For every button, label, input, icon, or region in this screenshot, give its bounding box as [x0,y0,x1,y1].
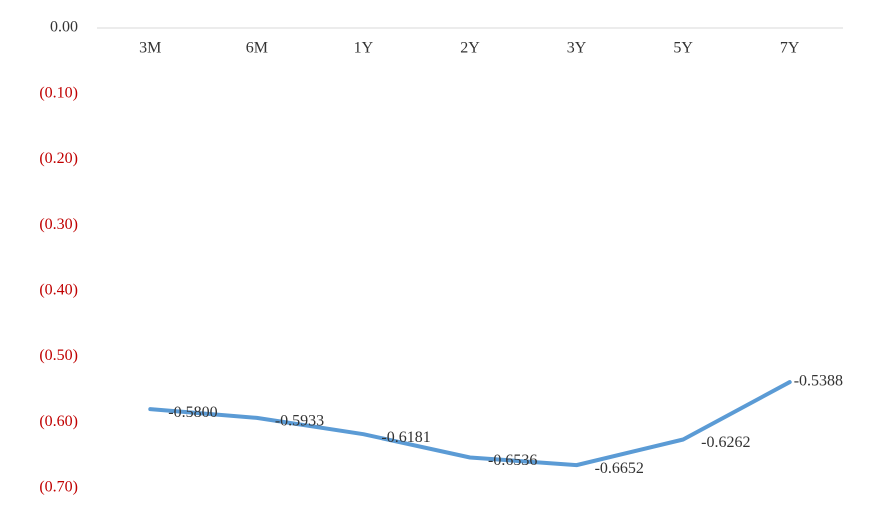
data-label: -0.5388 [794,373,843,390]
y-tick-label: (0.30) [39,216,78,233]
data-label: -0.6262 [701,434,750,451]
line-series [148,380,792,468]
y-tick-label: (0.20) [39,150,78,167]
x-tick-label: 2Y [460,40,480,57]
y-tick-label: (0.40) [39,282,78,299]
data-label: -0.5933 [275,413,324,430]
data-label: -0.6181 [381,429,430,446]
y-tick-label: (0.10) [39,84,78,101]
y-tick-label: (0.50) [39,347,78,364]
data-label: -0.5800 [168,404,217,421]
y-tick-label: (0.70) [39,479,78,496]
data-label: -0.6652 [595,460,644,477]
data-label: -0.6536 [488,452,537,469]
x-tick-label: 1Y [354,40,374,57]
x-tick-label: 5Y [673,40,693,57]
x-tick-label: 3Y [567,40,587,57]
y-tick-label: (0.60) [39,413,78,430]
x-tick-label: 7Y [780,40,800,57]
x-tick-label: 6M [246,40,268,57]
y-tick-label: 0.00 [50,19,78,36]
x-tick-label: 3M [139,40,161,57]
